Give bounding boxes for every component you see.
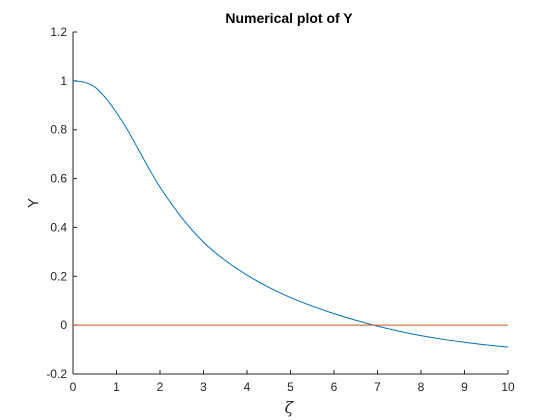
y-tick-label: 0.6 [50, 172, 67, 186]
x-tick-label: 6 [331, 380, 338, 394]
x-tick-label: 0 [70, 380, 77, 394]
axes: 0 1 2 3 4 5 6 7 8 9 10-0.200.20.40.60.811.2 [46, 25, 515, 394]
x-tick-label: 10 [501, 380, 515, 394]
y-tick-label: 0.2 [50, 269, 67, 283]
y-tick-label: 0.4 [50, 220, 67, 234]
x-tick-label: 2 [157, 380, 164, 394]
x-tick-label: 9 [461, 380, 468, 394]
x-tick-label: 1 [113, 380, 120, 394]
y-tick-label: 1 [60, 74, 67, 88]
chart-title: Numerical plot of Y [225, 10, 353, 26]
x-tick-label: 7 [374, 380, 381, 394]
x-axis-label: ζ [285, 398, 295, 417]
x-tick-label: 4 [244, 380, 251, 394]
plot-area [72, 80, 509, 348]
y-tick-label: 0.8 [50, 123, 67, 137]
x-tick-label: 3 [200, 380, 207, 394]
y-tick-label: 1.2 [50, 25, 67, 39]
series-line-1 [72, 80, 509, 348]
y-tick-label: 0 [60, 318, 67, 332]
x-tick-label: 8 [418, 380, 425, 394]
y-tick-label: -0.2 [46, 367, 67, 381]
y-axis-label: Y [25, 198, 42, 208]
x-tick-label: 5 [287, 380, 294, 394]
